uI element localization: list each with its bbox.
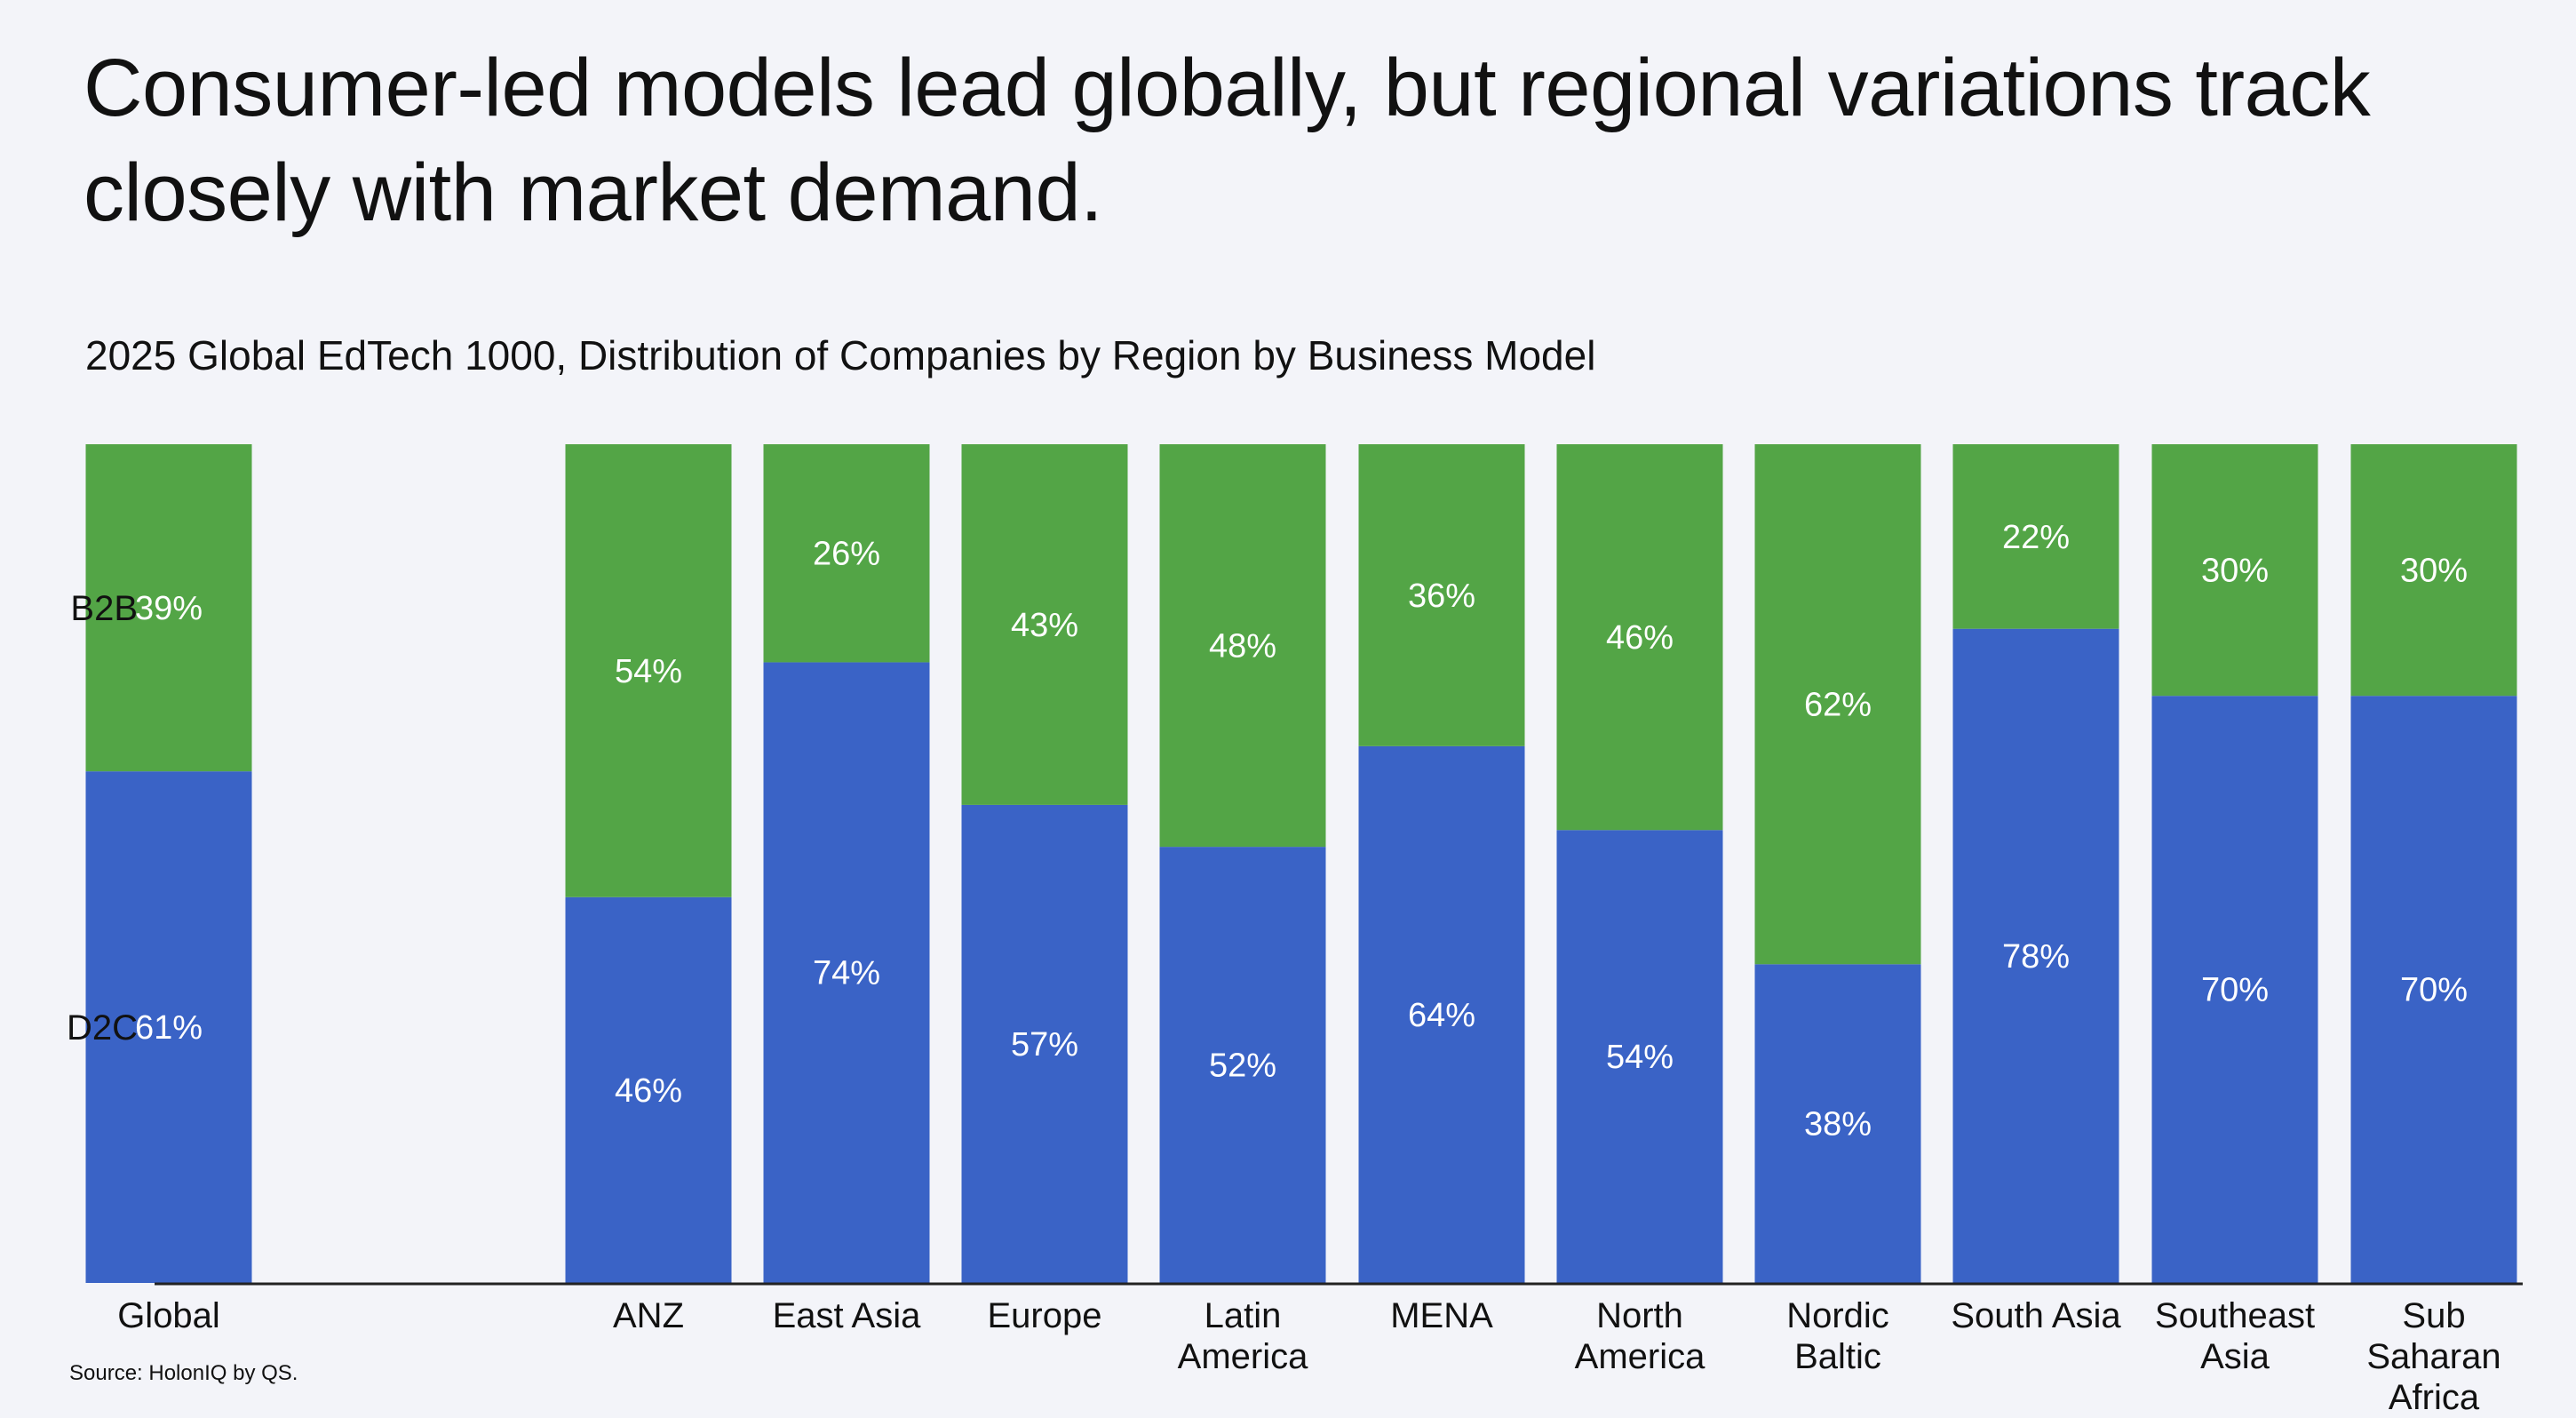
data-label-d2c: 46% — [615, 1072, 682, 1110]
category-label: ANZ — [613, 1296, 684, 1335]
bar-b2b-8 — [1952, 444, 2119, 629]
bar-b2b-9 — [2151, 444, 2318, 697]
bar-b2b-3 — [961, 444, 1128, 805]
category-label: America — [1575, 1337, 1705, 1376]
data-label-d2c: 61% — [135, 1009, 203, 1047]
category-label: Europe — [988, 1296, 1102, 1335]
category-label: Asia — [2200, 1337, 2270, 1376]
data-label-b2b: 22% — [2002, 519, 2070, 556]
bar-b2b-7 — [1754, 444, 1921, 965]
data-label-b2b: 54% — [615, 653, 682, 690]
data-label-d2c: 38% — [1804, 1106, 1872, 1143]
data-label-d2c: 70% — [2201, 972, 2269, 1009]
data-label-d2c: 78% — [2002, 938, 2070, 976]
bar-d2c-6 — [1556, 830, 1723, 1283]
data-label-b2b: 30% — [2400, 553, 2468, 590]
data-label-d2c: 64% — [1408, 997, 1475, 1034]
data-label-b2b: 39% — [135, 590, 203, 627]
bar-b2b-6 — [1556, 444, 1723, 831]
category-label: East Asia — [773, 1296, 922, 1335]
row-label-b2b: B2B — [70, 589, 138, 628]
category-label: Saharan — [2366, 1337, 2500, 1376]
bar-d2c-2 — [763, 662, 930, 1283]
data-label-d2c: 54% — [1606, 1039, 1674, 1076]
source-note: Source: HolonIQ by QS. — [69, 1361, 298, 1385]
bar-b2b-10 — [2350, 444, 2517, 697]
category-label: Latin — [1205, 1296, 1282, 1335]
bar-d2c-1 — [565, 896, 732, 1283]
row-label-d2c: D2C — [67, 1008, 138, 1048]
category-label: North — [1596, 1296, 1683, 1335]
bar-b2b-1 — [565, 444, 732, 897]
bar-d2c-10 — [2350, 696, 2517, 1283]
headline: Consumer-led models lead globally, but r… — [83, 43, 2371, 238]
category-label: Africa — [2389, 1378, 2480, 1417]
category-label: Nordic — [1786, 1296, 1889, 1335]
label-group: 61% 39% Global 46% 54% ANZ 74% 26% East Asia 57% 4… — [67, 519, 2501, 1417]
bar-b2b-0 — [85, 444, 252, 772]
category-label: Global — [117, 1296, 220, 1335]
bar-b2b-5 — [1358, 444, 1525, 746]
bar-d2c-4 — [1159, 847, 1326, 1283]
data-label-b2b: 46% — [1606, 619, 1674, 657]
category-label: Baltic — [1794, 1337, 1881, 1376]
category-label: Sub — [2402, 1296, 2465, 1335]
chart-subtitle: 2025 Global EdTech 1000, Distribution of… — [85, 332, 1596, 378]
data-label-d2c: 70% — [2400, 972, 2468, 1009]
data-label-d2c: 52% — [1209, 1048, 1276, 1085]
bar-b2b-4 — [1159, 444, 1326, 848]
data-label-b2b: 62% — [1804, 687, 1872, 724]
bar-d2c-8 — [1952, 628, 2119, 1283]
bar-d2c-7 — [1754, 964, 1921, 1283]
category-label: America — [1178, 1337, 1308, 1376]
data-label-b2b: 48% — [1209, 628, 1276, 665]
bar-b2b-2 — [763, 444, 930, 663]
bar-group — [85, 444, 2523, 1286]
bar-d2c-9 — [2151, 696, 2318, 1283]
category-label: South Asia — [1951, 1296, 2121, 1335]
bar-d2c-3 — [961, 804, 1128, 1283]
category-label: MENA — [1390, 1296, 1493, 1335]
data-label-b2b: 43% — [1011, 607, 1078, 644]
bar-d2c-5 — [1358, 745, 1525, 1283]
data-label-b2b: 26% — [813, 536, 880, 573]
bar-d2c-0 — [85, 771, 252, 1283]
category-label: Southeast — [2155, 1296, 2315, 1335]
data-label-b2b: 36% — [1408, 578, 1475, 615]
data-label-d2c: 74% — [813, 955, 880, 992]
data-label-b2b: 30% — [2201, 553, 2269, 590]
data-label-d2c: 57% — [1011, 1026, 1078, 1064]
